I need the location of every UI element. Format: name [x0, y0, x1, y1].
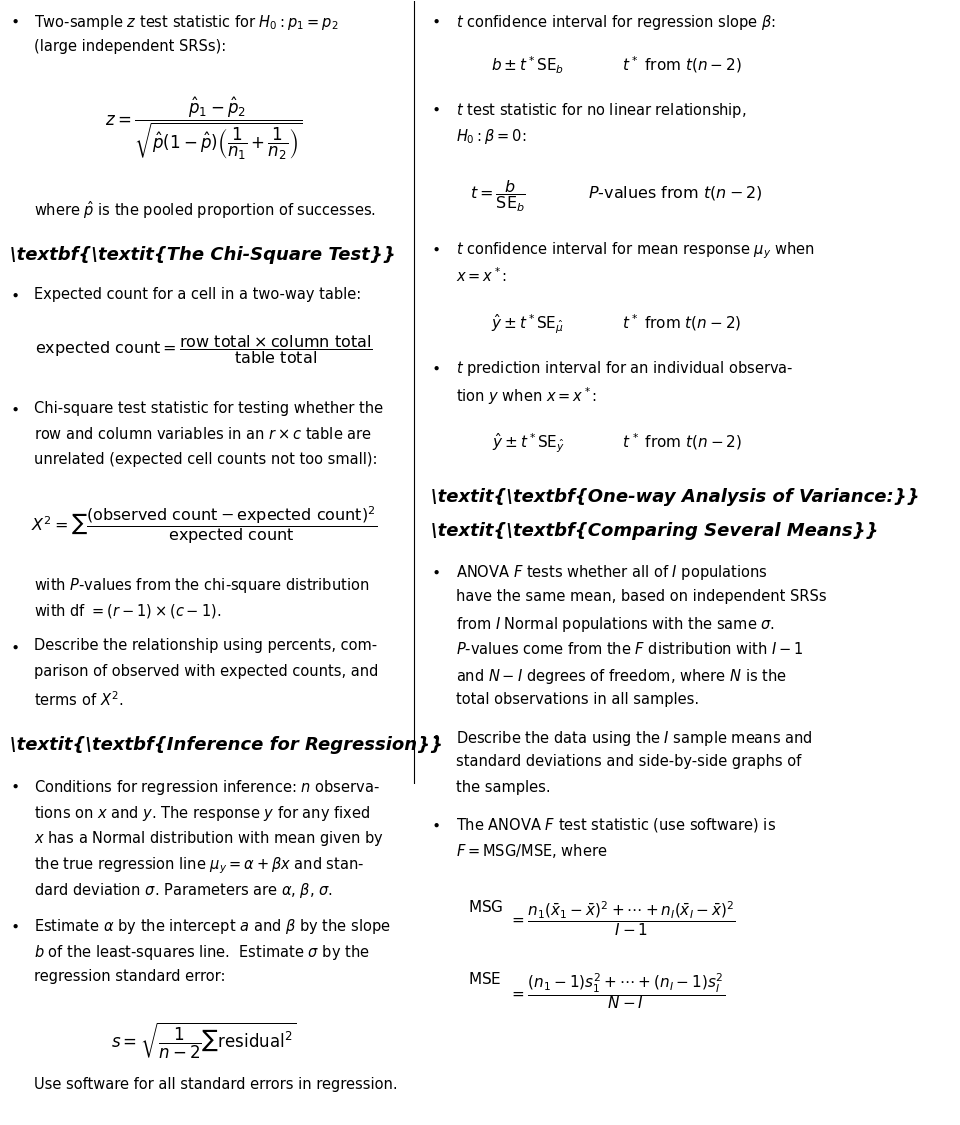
Text: $x$ has a Normal distribution with mean given by: $x$ has a Normal distribution with mean … [35, 829, 384, 848]
Text: \textbf{\textit{The Chi-Square Test}}: \textbf{\textit{The Chi-Square Test}} [10, 245, 396, 263]
Text: the samples.: the samples. [456, 781, 550, 795]
Text: The ANOVA $F$ test statistic (use software) is: The ANOVA $F$ test statistic (use softwa… [456, 817, 776, 835]
Text: $X^2 = \sum \dfrac{(\text{observed count} - \text{expected count})^2}{\text{expe: $X^2 = \sum \dfrac{(\text{observed count… [31, 504, 376, 546]
Text: $\bullet$: $\bullet$ [10, 777, 18, 793]
Text: the true regression line $\mu_y = \alpha + \beta x$ and stan-: the true regression line $\mu_y = \alpha… [35, 855, 365, 875]
Text: unrelated (expected cell counts not too small):: unrelated (expected cell counts not too … [35, 452, 378, 467]
Text: tion $y$ when $x = x^*$:: tion $y$ when $x = x^*$: [456, 385, 596, 407]
Text: $\mathrm{MSE}$: $\mathrm{MSE}$ [468, 971, 501, 988]
Text: and $N - I$ degrees of freedom, where $N$ is the: and $N - I$ degrees of freedom, where $N… [456, 667, 786, 685]
Text: $\bullet$: $\bullet$ [431, 359, 440, 375]
Text: Expected count for a cell in a two-way table:: Expected count for a cell in a two-way t… [35, 287, 362, 302]
Text: parison of observed with expected counts, and: parison of observed with expected counts… [35, 664, 379, 680]
Text: with $P$-values from the chi-square distribution: with $P$-values from the chi-square dist… [35, 576, 370, 595]
Text: tions on $x$ and $y$. The response $y$ for any fixed: tions on $x$ and $y$. The response $y$ f… [35, 803, 371, 822]
Text: $\bullet$: $\bullet$ [10, 917, 18, 933]
Text: $\bullet$: $\bullet$ [431, 729, 440, 744]
Text: $t$ test statistic for no linear relationship,: $t$ test statistic for no linear relatio… [456, 101, 746, 120]
Text: $\hat{y} \pm t^*\mathrm{SE}_{\hat{y}} \qquad\qquad t^* \text{ from } t(n-2)$: $\hat{y} \pm t^*\mathrm{SE}_{\hat{y}} \q… [492, 432, 742, 456]
Text: from $I$ Normal populations with the same $\sigma$.: from $I$ Normal populations with the sam… [456, 615, 775, 634]
Text: $z = \dfrac{\hat{p}_1 - \hat{p}_2}{\sqrt{\hat{p}(1-\hat{p})\left(\dfrac{1}{n_1} : $z = \dfrac{\hat{p}_1 - \hat{p}_2}{\sqrt… [105, 96, 302, 162]
Text: \textit{\textbf{Inference for Regression}}: \textit{\textbf{Inference for Regression… [10, 737, 443, 755]
Text: $s = \sqrt{\dfrac{1}{n-2}\sum \mathrm{residual}^2}$: $s = \sqrt{\dfrac{1}{n-2}\sum \mathrm{re… [111, 1020, 297, 1061]
Text: $\bullet$: $\bullet$ [431, 817, 440, 831]
Text: dard deviation $\sigma$. Parameters are $\alpha$, $\beta$, $\sigma$.: dard deviation $\sigma$. Parameters are … [35, 881, 333, 900]
Text: $t$ prediction interval for an individual observa-: $t$ prediction interval for an individua… [456, 359, 793, 378]
Text: terms of $X^2$.: terms of $X^2$. [35, 690, 124, 709]
Text: $\bullet$: $\bullet$ [431, 564, 440, 578]
Text: $t$ confidence interval for regression slope $\beta$:: $t$ confidence interval for regression s… [456, 14, 776, 33]
Text: $t = \dfrac{b}{\mathrm{SE}_b} \qquad\qquad P\text{-values from } t(n-2)$: $t = \dfrac{b}{\mathrm{SE}_b} \qquad\qqu… [470, 179, 763, 214]
Text: Two-sample $z$ test statistic for $H_0 : p_1 = p_2$: Two-sample $z$ test statistic for $H_0 :… [35, 14, 339, 33]
Text: $H_0 : \beta = 0$:: $H_0 : \beta = 0$: [456, 127, 526, 146]
Text: $\hat{y} \pm t^*\mathrm{SE}_{\hat{\mu}} \qquad\qquad t^* \text{ from } t(n-2)$: $\hat{y} \pm t^*\mathrm{SE}_{\hat{\mu}} … [492, 313, 742, 336]
Text: $t$ confidence interval for mean response $\mu_y$ when: $t$ confidence interval for mean respons… [456, 241, 814, 261]
Text: \textit{\textbf{One-way Analysis of Variance:}}: \textit{\textbf{One-way Analysis of Vari… [431, 488, 920, 506]
Text: $\bullet$: $\bullet$ [10, 287, 18, 302]
Text: standard deviations and side-by-side graphs of: standard deviations and side-by-side gra… [456, 755, 801, 770]
Text: $\bullet$: $\bullet$ [10, 400, 18, 415]
Text: total observations in all samples.: total observations in all samples. [456, 693, 699, 708]
Text: $\bullet$: $\bullet$ [431, 241, 440, 255]
Text: Chi-square test statistic for testing whether the: Chi-square test statistic for testing wh… [35, 400, 384, 415]
Text: ANOVA $F$ tests whether all of $I$ populations: ANOVA $F$ tests whether all of $I$ popul… [456, 564, 767, 583]
Text: Conditions for regression inference: $n$ observa-: Conditions for regression inference: $n$… [35, 777, 380, 796]
Text: $\mathrm{MSG}$: $\mathrm{MSG}$ [468, 899, 503, 915]
Text: $\text{expected count} = \dfrac{\text{row total} \times \text{column total}}{\te: $\text{expected count} = \dfrac{\text{ro… [35, 333, 372, 367]
Text: $\bullet$: $\bullet$ [10, 14, 18, 28]
Text: Estimate $\alpha$ by the intercept $a$ and $\beta$ by the slope: Estimate $\alpha$ by the intercept $a$ a… [35, 917, 391, 936]
Text: $\bullet$: $\bullet$ [431, 14, 440, 28]
Text: Describe the relationship using percents, com-: Describe the relationship using percents… [35, 638, 377, 654]
Text: have the same mean, based on independent SRSs: have the same mean, based on independent… [456, 590, 827, 604]
Text: where $\hat{p}$ is the pooled proportion of successes.: where $\hat{p}$ is the pooled proportion… [35, 199, 376, 221]
Text: $\bullet$: $\bullet$ [10, 638, 18, 654]
Text: Use software for all standard errors in regression.: Use software for all standard errors in … [35, 1078, 398, 1092]
Text: Describe the data using the $I$ sample means and: Describe the data using the $I$ sample m… [456, 729, 812, 748]
Text: $= \dfrac{(n_1-1)s_1^2 + \cdots + (n_I-1)s_I^2}{N-I}$: $= \dfrac{(n_1-1)s_1^2 + \cdots + (n_I-1… [510, 971, 726, 1011]
Text: row and column variables in an $r \times c$ table are: row and column variables in an $r \times… [35, 426, 372, 442]
Text: $F = \mathrm{MSG}/\mathrm{MSE}$, where: $F = \mathrm{MSG}/\mathrm{MSE}$, where [456, 843, 607, 861]
Text: (large independent SRSs):: (large independent SRSs): [35, 39, 227, 54]
Text: with df $= (r-1) \times (c-1)$.: with df $= (r-1) \times (c-1)$. [35, 602, 222, 620]
Text: $P$-values come from the $F$ distribution with $I-1$: $P$-values come from the $F$ distributio… [456, 641, 804, 657]
Text: $\bullet$: $\bullet$ [431, 101, 440, 116]
Text: $x = x^*$:: $x = x^*$: [456, 267, 507, 285]
Text: $= \dfrac{n_1(\bar{x}_1 - \bar{x})^2 + \cdots + n_I(\bar{x}_I - \bar{x})^2}{I-1}: $= \dfrac{n_1(\bar{x}_1 - \bar{x})^2 + \… [510, 899, 736, 937]
Text: \textit{\textbf{Comparing Several Means}}: \textit{\textbf{Comparing Several Means}… [431, 522, 878, 540]
Text: regression standard error:: regression standard error: [35, 969, 226, 984]
Text: $b \pm t^*\mathrm{SE}_b \qquad\qquad t^* \text{ from } t(n-2)$: $b \pm t^*\mathrm{SE}_b \qquad\qquad t^*… [492, 54, 742, 75]
Text: $b$ of the least-squares line.  Estimate $\sigma$ by the: $b$ of the least-squares line. Estimate … [35, 943, 371, 962]
